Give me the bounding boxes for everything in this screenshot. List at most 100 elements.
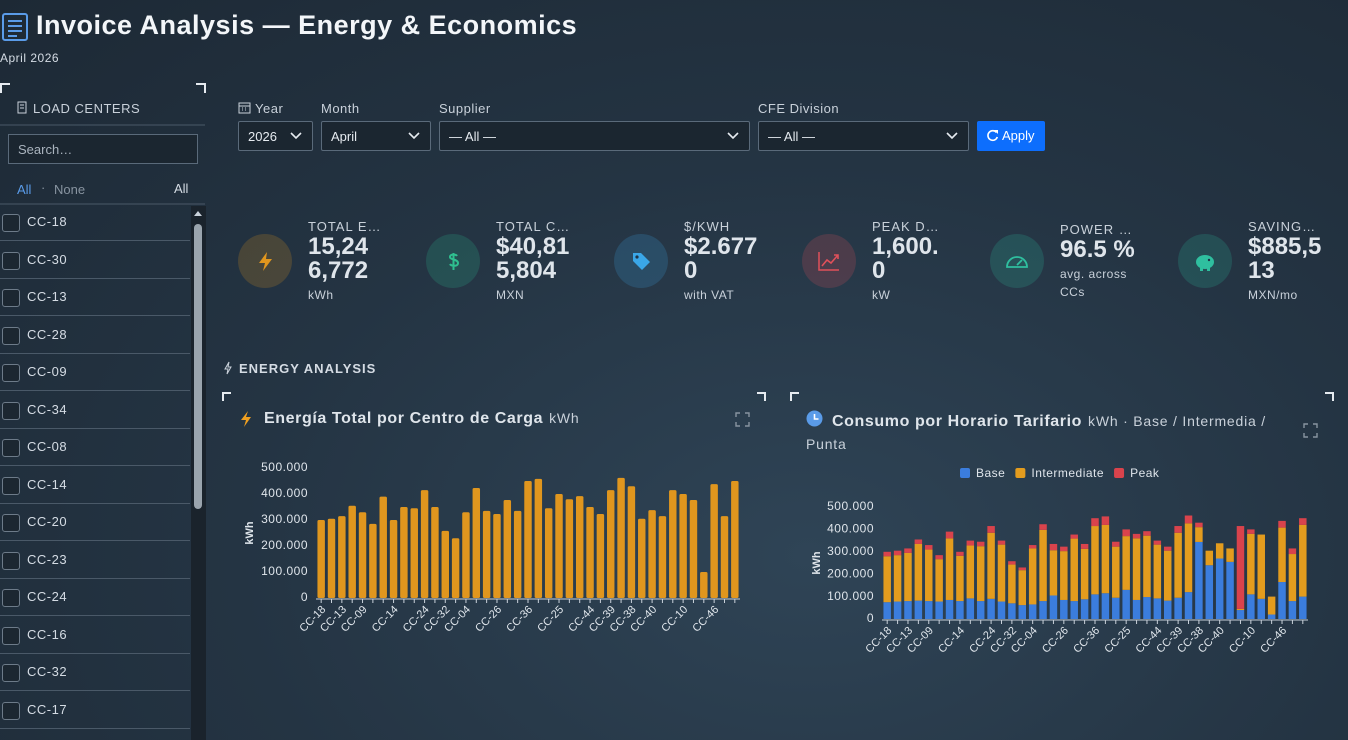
bar-segment: [1247, 533, 1255, 595]
legend-label: Peak: [1130, 466, 1160, 480]
kpi-unit: kW: [872, 287, 891, 302]
load-center-item[interactable]: CC-14: [0, 467, 190, 504]
checkbox[interactable]: [2, 476, 20, 495]
checkbox[interactable]: [2, 214, 20, 232]
load-center-item[interactable]: CC-30: [0, 242, 190, 279]
bar-segment: [883, 551, 891, 557]
checkbox[interactable]: [2, 401, 20, 420]
bar: [451, 538, 460, 598]
bar-segment: [956, 551, 964, 556]
y-axis-label: kWh: [244, 521, 256, 545]
y-tick-label: 200.000: [261, 538, 308, 552]
load-center-label: CC-18: [27, 214, 68, 229]
filter-value: — All —: [449, 129, 496, 144]
checkbox[interactable]: [2, 514, 20, 532]
kpi-text: PEAK D… 1,600.0 kW: [872, 219, 948, 304]
checkbox[interactable]: [2, 701, 20, 720]
checkbox[interactable]: [2, 551, 20, 570]
select-none[interactable]: None: [54, 182, 86, 197]
load-center-item[interactable]: CC-20: [0, 504, 190, 541]
bar-segment: [1039, 601, 1047, 619]
checkbox[interactable]: [2, 251, 20, 270]
kpi-text: $/KWH $2.6770 with VAT: [684, 219, 760, 304]
bar-segment: [1184, 515, 1193, 524]
x-tick-label: CC-36: [1071, 625, 1102, 656]
filter-select[interactable]: — All —: [439, 121, 750, 151]
load-center-item[interactable]: CC-09: [0, 354, 190, 391]
checkbox[interactable]: [2, 439, 20, 457]
bar: [658, 516, 667, 598]
kpi-unit: MXN: [496, 287, 525, 302]
apply-button[interactable]: Apply: [977, 121, 1045, 151]
select-all[interactable]: All: [17, 182, 32, 197]
bar-segment: [1039, 524, 1047, 530]
bar-segment: [1153, 598, 1162, 619]
kpi-value: 15,246,772: [308, 232, 369, 284]
bar-segment: [1112, 597, 1120, 619]
kpi-label: PEAK D…: [872, 218, 940, 234]
checkbox[interactable]: [2, 289, 20, 307]
bar: [544, 508, 553, 598]
bar-segment: [1080, 543, 1089, 549]
bar-segment: [997, 544, 1006, 602]
y-tick-label: 0: [867, 611, 874, 625]
checkbox[interactable]: [2, 326, 20, 345]
kpi-card: $/KWH $2.6770 with VAT: [614, 200, 802, 322]
bar: [586, 507, 594, 598]
checkbox[interactable]: [2, 626, 20, 645]
load-center-item[interactable]: CC-13: [0, 279, 190, 316]
bar-segment: [904, 601, 912, 619]
load-center-item[interactable]: CC-34: [0, 392, 190, 429]
bar: [338, 516, 346, 598]
load-center-item[interactable]: CC-24: [0, 579, 190, 616]
bar: [617, 477, 625, 598]
filter-select[interactable]: 2026: [238, 121, 313, 151]
filter-select[interactable]: — All —: [758, 121, 969, 151]
bar-segment: [1184, 523, 1193, 593]
load-center-item[interactable]: CC-08: [0, 429, 190, 466]
load-center-item[interactable]: CC-17: [0, 692, 190, 729]
load-center-item[interactable]: CC-18: [0, 204, 190, 241]
checkbox[interactable]: [2, 364, 20, 382]
load-center-item[interactable]: CC-16: [0, 617, 190, 654]
bar-segment: [1008, 603, 1016, 619]
expand-button[interactable]: [735, 412, 750, 427]
bar-segment: [914, 539, 923, 544]
load-center-item[interactable]: CC-32: [0, 654, 190, 691]
expand-button[interactable]: [1303, 423, 1318, 438]
bar-segment: [1060, 599, 1068, 619]
y-axis-label: kWh: [811, 551, 823, 575]
checkbox[interactable]: [2, 664, 20, 682]
bar-segment: [987, 532, 995, 599]
y-tick-label: 0: [301, 590, 308, 604]
bar-segment: [976, 541, 985, 547]
search-input[interactable]: Search…: [8, 134, 198, 164]
bar-segment: [987, 526, 995, 533]
bar-segment: [1122, 536, 1130, 590]
bar-segment: [1163, 546, 1172, 551]
bar-segment: [893, 550, 902, 556]
kpi-text: TOTAL E… 15,246,772 kWh: [308, 219, 384, 304]
bar: [369, 523, 377, 598]
load-center-item[interactable]: CC-28: [0, 317, 190, 354]
bar: [565, 499, 574, 598]
load-center-label: CC-32: [27, 664, 68, 679]
filter-label: CFE Division: [758, 101, 840, 116]
bar-segment: [1049, 543, 1058, 551]
y-tick-label: 300.000: [827, 544, 874, 558]
x-tick-label: CC-10: [1227, 625, 1258, 656]
bar-segment: [935, 601, 943, 619]
filter-select[interactable]: April: [321, 121, 431, 151]
bar: [420, 490, 429, 598]
kpi-label: TOTAL C…: [496, 218, 571, 234]
bar-segment: [1215, 543, 1224, 559]
bar: [689, 499, 698, 598]
bar: [731, 481, 739, 598]
load-center-label: CC-09: [27, 364, 68, 379]
bar-segment: [956, 555, 964, 602]
checkbox[interactable]: [2, 589, 20, 607]
load-center-item[interactable]: CC-23: [0, 542, 190, 579]
filter-label: Month: [321, 101, 360, 116]
bar: [596, 514, 605, 598]
chart1-icon: [241, 411, 251, 427]
